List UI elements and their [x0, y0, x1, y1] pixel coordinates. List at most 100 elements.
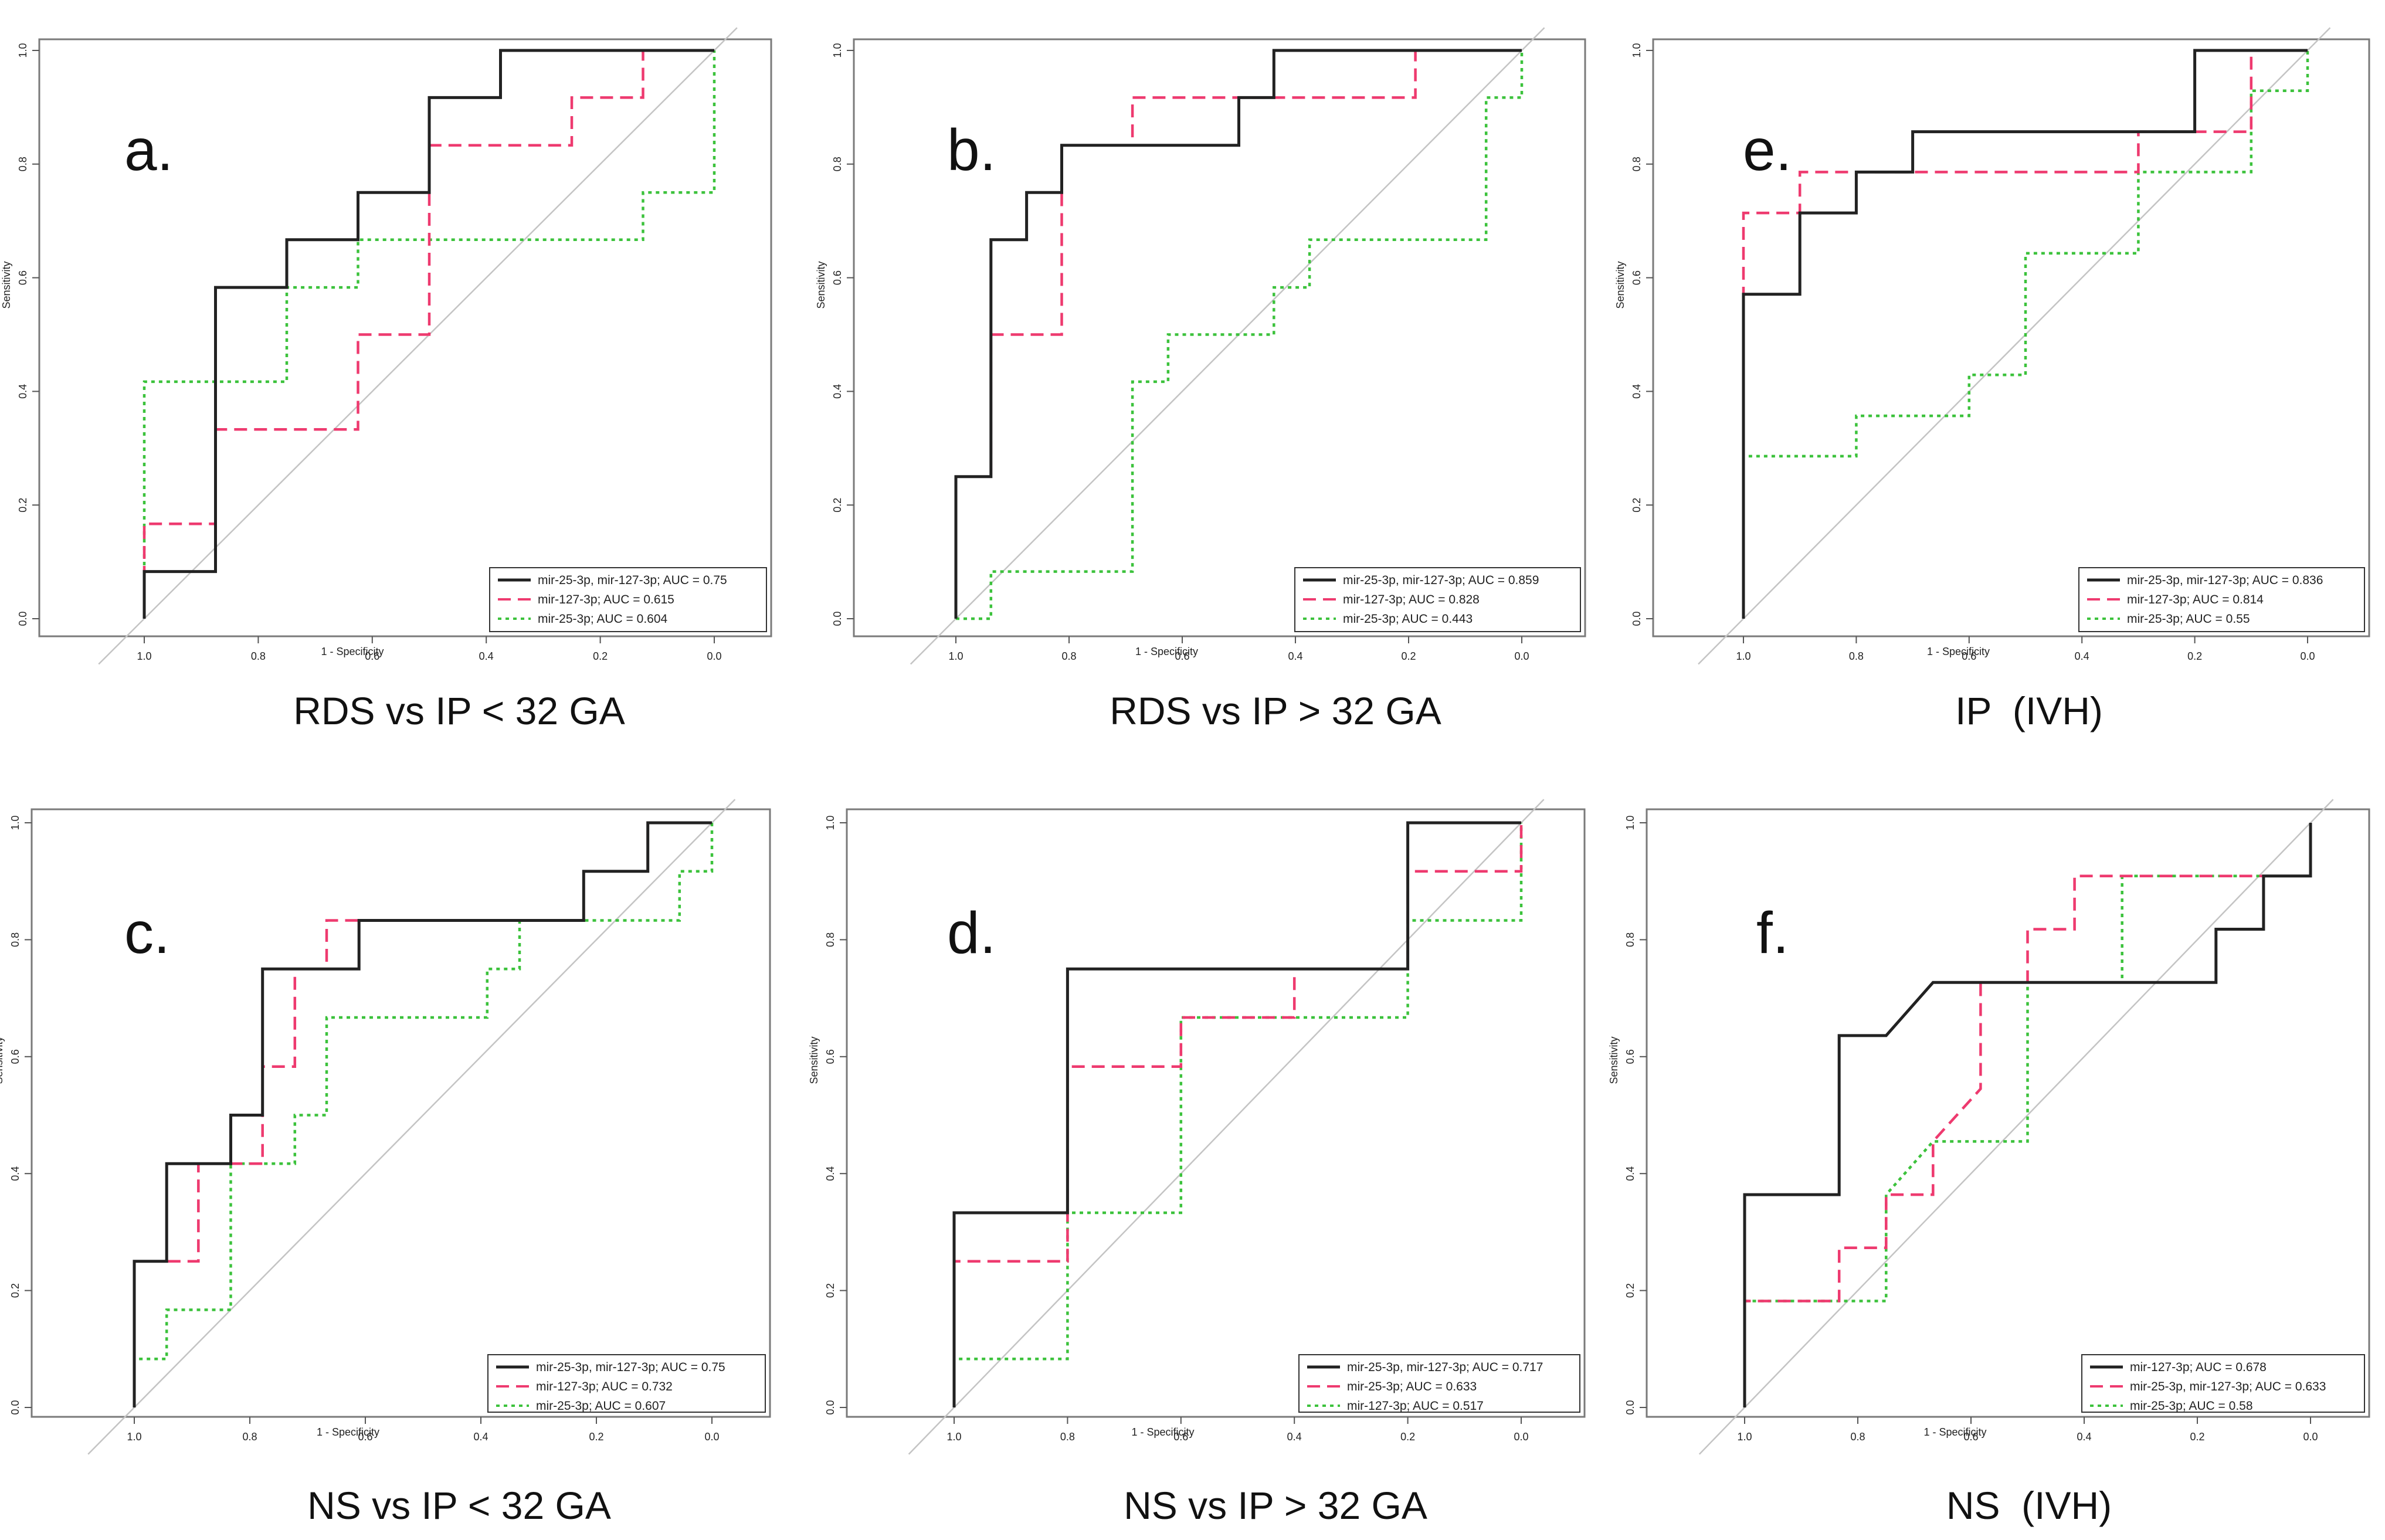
legend-label: mir-127-3p; AUC = 0.732 — [536, 1380, 673, 1393]
panel-letter: e. — [1743, 117, 1792, 183]
plot-frame — [1652, 38, 2370, 637]
y-tick-label: 0.4 — [1631, 384, 1643, 399]
y-axis-title: Sensitivity — [815, 261, 827, 308]
panel-letter: f. — [1756, 900, 1789, 966]
y-tick-label: 0.4 — [832, 384, 843, 399]
x-tick-label: 0.0 — [1514, 650, 1529, 662]
legend-box — [1294, 567, 1581, 632]
y-tick-label: 0.6 — [9, 1049, 21, 1064]
x-axis-title: 1 - Specificity — [317, 1426, 379, 1438]
y-tick-label: 0.0 — [832, 611, 843, 626]
legend-label: mir-25-3p; AUC = 0.55 — [2127, 612, 2250, 626]
legend-label: mir-127-3p; AUC = 0.814 — [2127, 593, 2264, 606]
y-axis-title: Sensitivity — [0, 1036, 5, 1084]
x-axis-title: 1 - Specificity — [1135, 646, 1198, 657]
x-tick-label: 0.2 — [1401, 650, 1416, 662]
roc-curve-black — [1743, 823, 2312, 1407]
x-tick-label: 0.2 — [593, 650, 608, 662]
legend: mir-25-3p, mir-127-3p; AUC = 0.75 mir-127… — [487, 1354, 766, 1413]
y-axis-title: Sensitivity — [1614, 261, 1626, 308]
roc-panel-d: 1.0 0.8 0.6 0.4 0.2 0.0 0.0 0.2 0.4 0.6 0.8 1.0 1 - … — [808, 799, 1586, 1527]
y-tick-label: 0.2 — [825, 1283, 836, 1298]
x-axis-title: 1 - Specificity — [1131, 1426, 1194, 1438]
roc-panel-c: 1.0 0.8 0.6 0.4 0.2 0.0 0.0 0.2 0.4 0.6 0.8 1.0 1 - … — [0, 799, 771, 1527]
legend: mir-25-3p, mir-127-3p; AUC = 0.836 mir-12… — [2078, 567, 2365, 632]
legend-label: mir-127-3p; AUC = 0.678 — [2130, 1361, 2267, 1374]
reference-diagonal — [1698, 799, 2334, 1455]
y-tick-label: 0.0 — [825, 1400, 836, 1415]
legend: mir-127-3p; AUC = 0.678 mir-25-3p, mir-12… — [2081, 1354, 2365, 1413]
x-tick-label: 1.0 — [1736, 650, 1750, 662]
y-axis-title: Sensitivity — [1, 261, 12, 308]
y-tick-label: 0.8 — [17, 157, 29, 171]
y-tick-label: 0.0 — [9, 1400, 21, 1415]
x-tick-label: 1.0 — [946, 1431, 961, 1443]
x-axis-title: 1 - Specificity — [321, 646, 384, 657]
panel-letter: a. — [124, 117, 173, 183]
y-tick-label: 0.6 — [825, 1049, 836, 1064]
x-tick-label: 0.6 — [1175, 650, 1189, 662]
legend: mir-25-3p, mir-127-3p; AUC = 0.717 mir-25… — [1298, 1354, 1580, 1413]
y-axis-title: Sensitivity — [808, 1036, 820, 1084]
x-tick-label: 0.2 — [2190, 1431, 2204, 1443]
x-tick-label: 0.0 — [707, 650, 721, 662]
legend-label: mir-25-3p, mir-127-3p; AUC = 0.75 — [536, 1361, 725, 1374]
panel-caption: NS (IVH) — [1946, 1484, 2112, 1527]
legend-label: mir-25-3p; AUC = 0.443 — [1343, 612, 1473, 626]
x-tick-label: 0.0 — [704, 1431, 719, 1443]
y-tick-label: 1.0 — [832, 43, 843, 57]
x-tick-label: 0.0 — [2300, 650, 2315, 662]
y-tick-label: 0.6 — [832, 270, 843, 285]
x-axis-title: 1 - Specificity — [1923, 1426, 1986, 1438]
x-tick-label: 0.2 — [2187, 650, 2202, 662]
panel-letter: d. — [947, 900, 996, 966]
roc-curve-black — [954, 49, 1522, 619]
y-tick-label: 0.6 — [17, 270, 29, 285]
legend-box — [2081, 1354, 2365, 1413]
x-tick-label: 0.8 — [1060, 1431, 1075, 1443]
y-tick-label: 0.6 — [1631, 270, 1643, 285]
panel-caption: NS vs IP > 32 GA — [1124, 1484, 1427, 1527]
reference-diagonal — [910, 27, 1545, 665]
y-tick-label: 0.8 — [832, 157, 843, 171]
roc-curve-black — [143, 49, 714, 619]
x-tick-label: 0.8 — [1849, 650, 1864, 662]
x-tick-label: 1.0 — [1737, 1431, 1752, 1443]
x-tick-label: 0.6 — [1173, 1431, 1188, 1443]
legend-label: mir-25-3p; AUC = 0.607 — [536, 1399, 666, 1413]
panel-letter: b. — [947, 117, 996, 183]
y-tick-label: 0.4 — [17, 384, 29, 399]
plot-frame — [38, 38, 772, 637]
roc-curve-pink — [1743, 823, 2312, 1407]
y-tick-label: 0.2 — [1624, 1283, 1636, 1298]
legend-label: mir-127-3p; AUC = 0.615 — [538, 593, 674, 606]
plot-frame — [853, 38, 1586, 637]
x-tick-label: 0.4 — [1288, 650, 1302, 662]
roc-curve-pink — [1742, 49, 2308, 619]
plot-frame — [1646, 808, 2370, 1418]
y-axis-title: Sensitivity — [1608, 1036, 1620, 1084]
x-axis-title: 1 - Specificity — [1927, 646, 1990, 657]
y-tick-label: 1.0 — [1631, 43, 1643, 57]
panel-caption: RDS vs IP > 32 GA — [1110, 689, 1441, 732]
y-tick-label: 0.0 — [1631, 611, 1643, 626]
reference-diagonal — [1698, 27, 2331, 665]
panel-letter: c. — [124, 900, 170, 966]
y-tick-label: 0.2 — [9, 1283, 21, 1298]
roc-panel-e: 1.0 0.8 0.6 0.4 0.2 0.0 0.0 0.2 0.4 0.6 0.8 1.0 1 - … — [1614, 27, 2370, 732]
legend-label: mir-25-3p; AUC = 0.58 — [2130, 1399, 2253, 1413]
y-tick-label: 1.0 — [1624, 815, 1636, 830]
x-tick-label: 0.2 — [589, 1431, 603, 1443]
y-tick-label: 0.0 — [17, 611, 29, 626]
y-tick-label: 0.4 — [9, 1166, 21, 1181]
x-tick-label: 0.2 — [1400, 1431, 1415, 1443]
x-tick-label: 0.4 — [479, 650, 494, 662]
x-tick-label: 0.4 — [2077, 1431, 2091, 1443]
y-tick-label: 1.0 — [9, 815, 21, 830]
y-tick-label: 0.8 — [9, 932, 21, 947]
x-tick-label: 0.8 — [242, 1431, 257, 1443]
y-tick-label: 1.0 — [825, 815, 836, 830]
legend-label: mir-127-3p; AUC = 0.828 — [1343, 593, 1480, 606]
x-tick-label: 0.4 — [2075, 650, 2089, 662]
